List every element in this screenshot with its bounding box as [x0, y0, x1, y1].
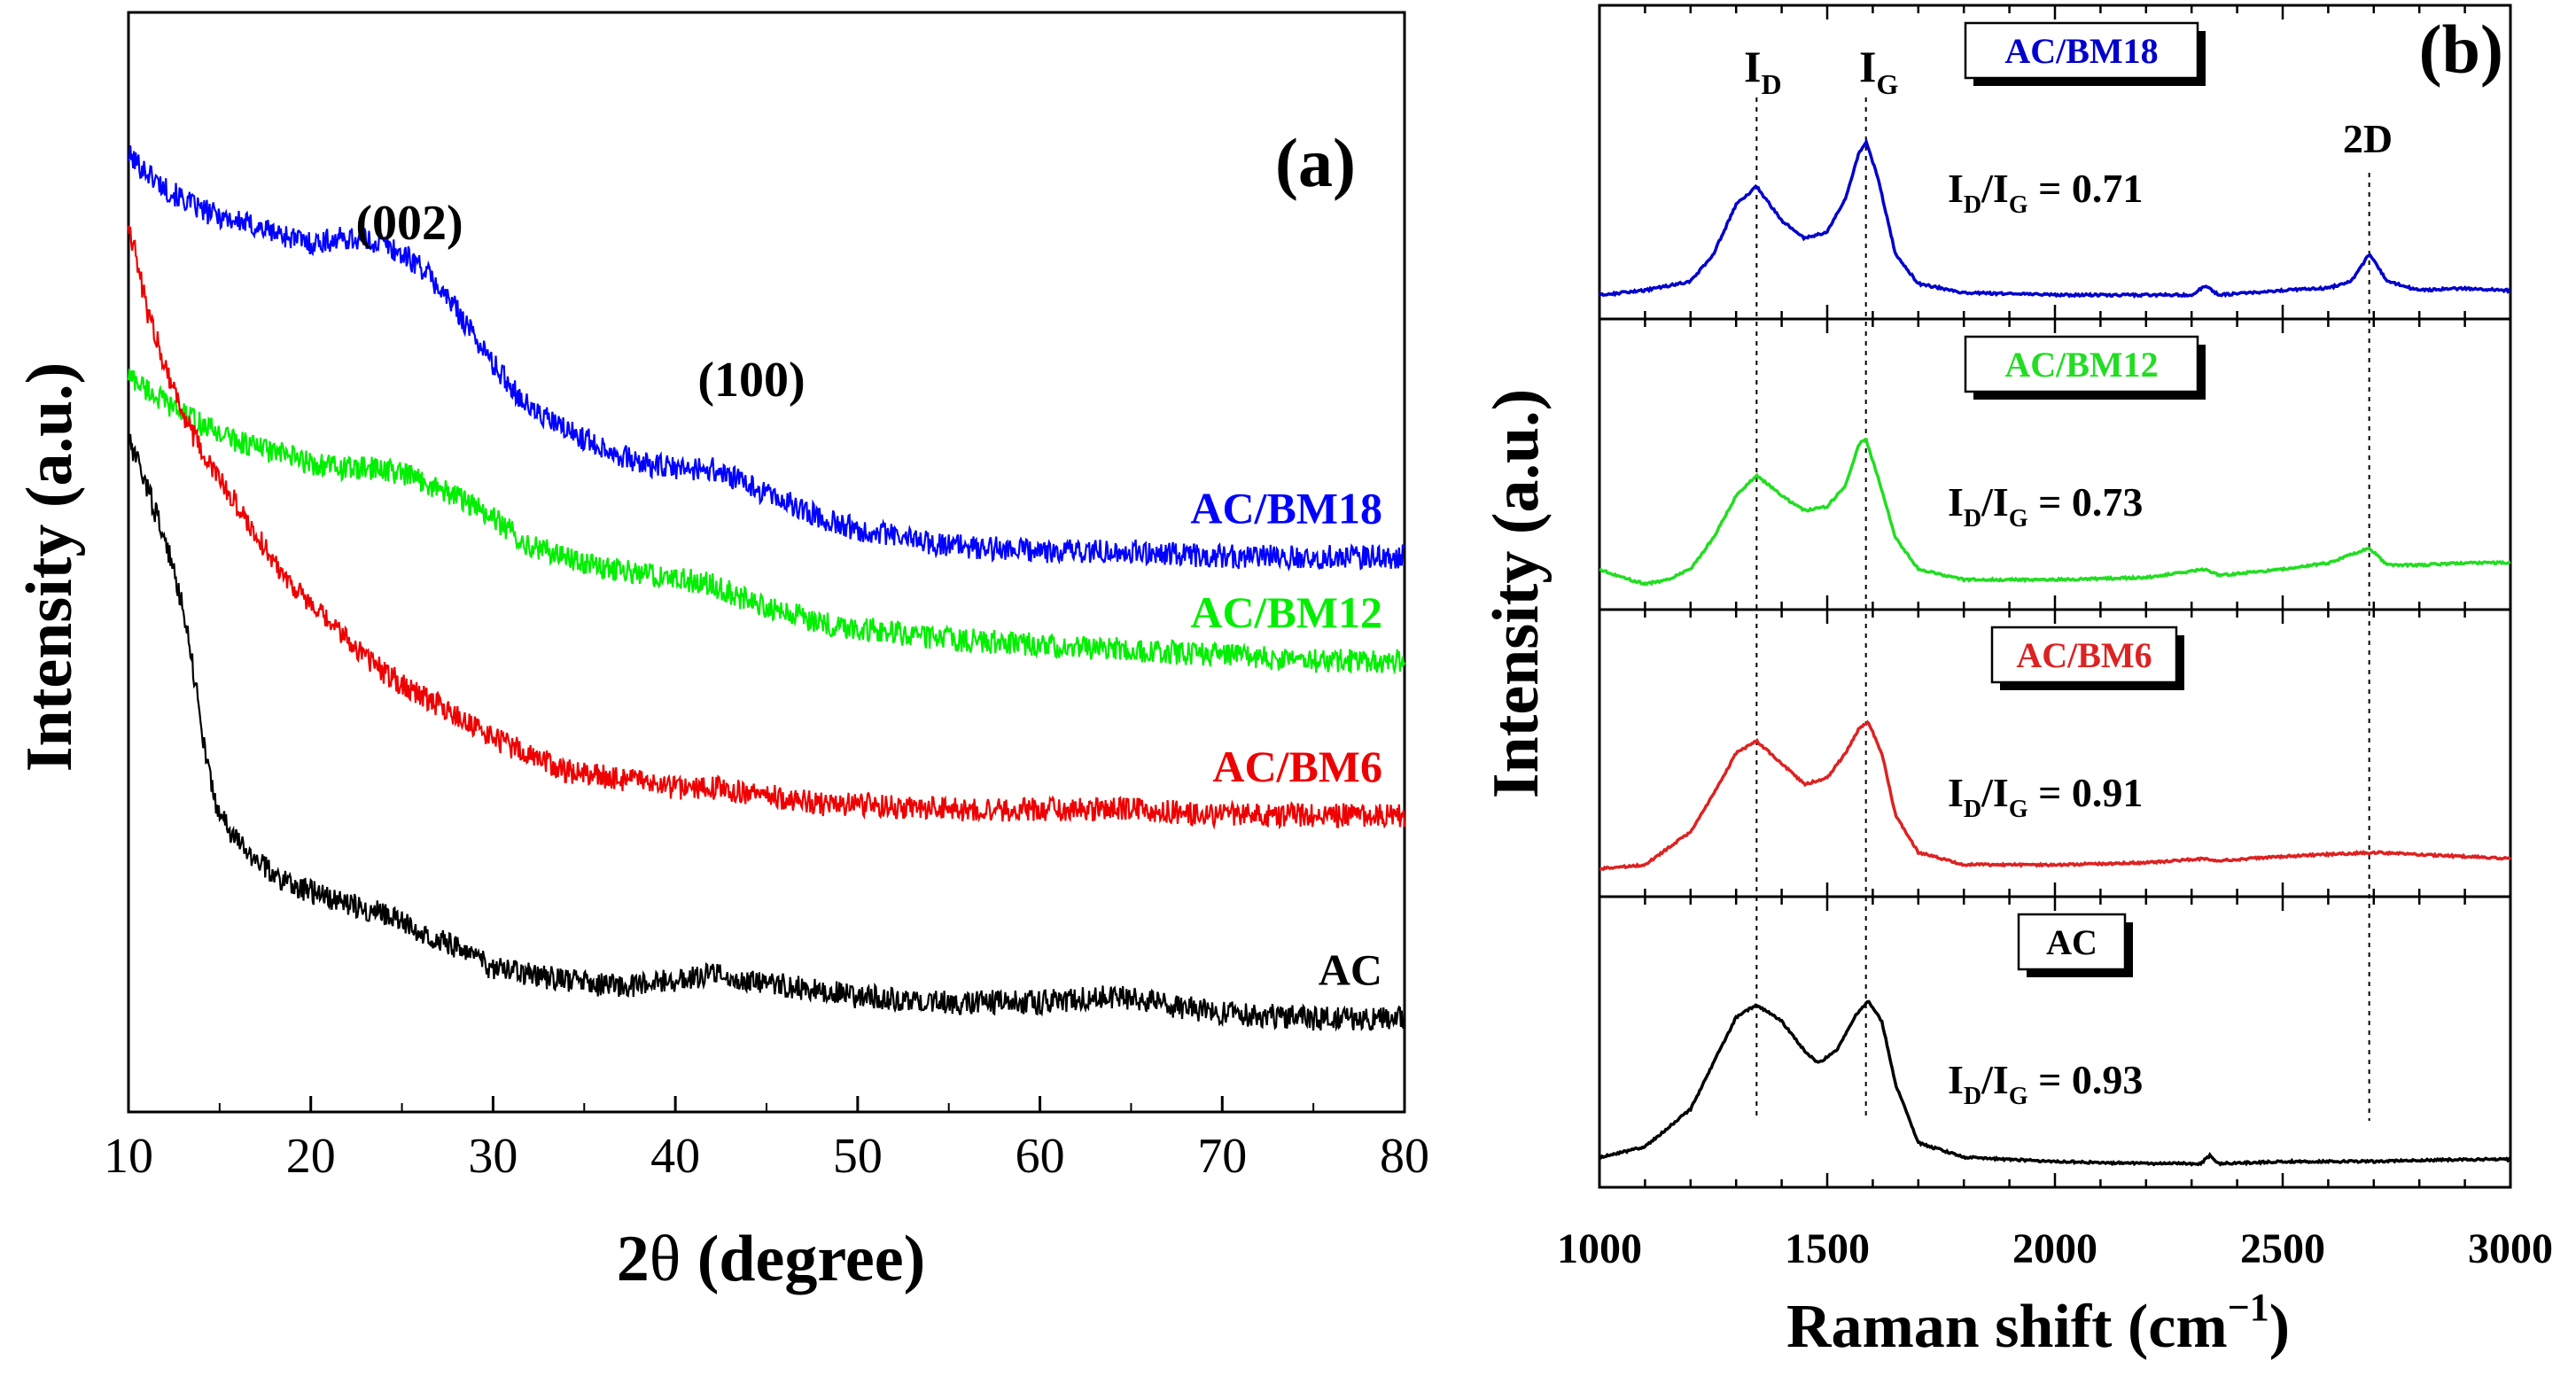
raman-label-box [1964, 21, 2199, 80]
raman-ratio-sub: G [2009, 1083, 2028, 1110]
xrd-series-line-ac-bm6 [127, 225, 1406, 830]
raman-sample-name: AC/BM6 [2016, 635, 2152, 675]
xrd-series-labels: AC/BM18 AC/BM12 AC/BM6 AC [1190, 483, 1382, 994]
raman-ratio-i: I [1948, 166, 1964, 211]
raman-ratio-label: ID/IG = 0.73 [1948, 479, 2143, 533]
xrd-x-label-theta: θ [650, 1223, 681, 1295]
raman-ratio-label: ID/IG = 0.91 [1948, 770, 2143, 823]
raman-x-label-close: ) [2269, 1293, 2290, 1361]
raman-ratio-sub: D [1964, 796, 1981, 823]
xrd-x-label-prefix: 2 [617, 1223, 650, 1295]
raman-ratio-value: = 0.93 [2028, 1057, 2144, 1102]
raman-ratio-label: ID/IG = 0.93 [1948, 1057, 2143, 1110]
raman-ratio-sub: G [2009, 796, 2028, 823]
raman-d-band-label: ID [1744, 42, 1782, 100]
raman-ratio-sub: D [1964, 191, 1981, 219]
xrd-x-tick-label: 70 [1197, 1129, 1247, 1184]
raman-y-axis-label: Intensity (a.u.) [1480, 389, 1553, 799]
xrd-x-label-rest: (degree) [681, 1223, 925, 1295]
xrd-series-line-ac-bm12 [127, 369, 1406, 675]
xrd-x-ticks: 10 20 30 40 50 60 70 80 [104, 1096, 1429, 1184]
xrd-y-axis-label: Intensity (a.u.) [13, 362, 86, 773]
raman-ratio-slash: /I [1981, 770, 2009, 815]
raman-x-tick-label: 3000 [2468, 1225, 2553, 1272]
xrd-x-tick-label: 20 [286, 1129, 336, 1184]
xrd-series-label: AC/BM6 [1212, 742, 1382, 791]
raman-ratio-i: I [1948, 479, 1964, 525]
raman-g-band-sub: G [1876, 68, 1898, 100]
raman-sample-name: AC/BM18 [2004, 31, 2158, 71]
raman-ratio-sub: G [2009, 191, 2028, 219]
raman-ratio-slash: /I [1981, 1057, 2009, 1102]
xrd-peak-100: (100) [697, 353, 805, 408]
raman-ratio-i: I [1948, 770, 1964, 815]
raman-ratio-slash: /I [1981, 166, 2009, 211]
raman-series-group [1599, 138, 2512, 1167]
raman-x-tick-label: 2000 [2012, 1225, 2097, 1272]
xrd-x-tick-label: 30 [468, 1129, 518, 1184]
raman-d-band-sub: D [1761, 68, 1781, 100]
raman-2d-band-label: 2D [2343, 116, 2393, 161]
raman-x-ticks: 1000 1500 2000 2500 3000 [1557, 5, 2553, 1272]
raman-x-label-sup: −1 [2228, 1286, 2269, 1329]
raman-series-line-ac-bm12 [1599, 438, 2511, 587]
raman-ratio-label: ID/IG = 0.71 [1948, 166, 2143, 219]
xrd-x-axis-label: 2θ (degree) [617, 1223, 925, 1295]
raman-reference-lines [1755, 97, 2370, 1121]
xrd-x-tick-label: 10 [104, 1129, 153, 1184]
xrd-series-label: AC/BM18 [1190, 483, 1382, 533]
raman-g-band-i: I [1859, 42, 1876, 91]
raman-ratio-sub: D [1964, 505, 1981, 533]
raman-sample-name: AC [2046, 922, 2097, 962]
xrd-series-group [127, 145, 1406, 1032]
xrd-series-line-ac [127, 433, 1406, 1032]
raman-ratio-value: = 0.71 [2028, 166, 2144, 211]
xrd-peak-002: (002) [355, 196, 463, 251]
xrd-series-line-ac-bm18 [127, 145, 1405, 572]
raman-panel-label: (b) [2419, 11, 2503, 88]
raman-sample-name: AC/BM12 [2004, 345, 2158, 385]
raman-panel: 1000 1500 2000 2500 3000 AC/BM18AC/BM12AC/BM… [1480, 4, 2553, 1361]
raman-x-axis-label: Raman shift (cm−1) [1786, 1286, 2290, 1361]
raman-x-tick-label: 1500 [1785, 1225, 1870, 1272]
xrd-x-tick-label: 50 [833, 1129, 883, 1184]
raman-ratio-sub: G [2009, 505, 2028, 533]
raman-ratio-value: = 0.91 [2028, 770, 2144, 815]
xrd-panel: 10 20 30 40 50 60 70 80 AC/BM18AC/BM12AC/BM6AC … [13, 11, 1429, 1295]
xrd-x-tick-label: 60 [1016, 1129, 1065, 1184]
raman-ratio-sub: D [1964, 1083, 1981, 1110]
raman-x-label-main: Raman shift (cm [1786, 1293, 2228, 1361]
xrd-series-label: AC/BM12 [1190, 587, 1382, 637]
xrd-x-tick-label: 80 [1380, 1129, 1429, 1184]
raman-label-box [1964, 335, 2199, 393]
raman-label-box [1990, 626, 2178, 684]
raman-sample-labels: AC/BM18 AC/BM12 AC/BM6 AC [1964, 21, 2206, 977]
xrd-panel-label: (a) [1275, 124, 1356, 201]
raman-series-line-ac-bm18 [1599, 138, 2511, 299]
raman-ratio-i: I [1948, 1057, 1964, 1102]
raman-d-band-i: I [1744, 42, 1761, 91]
raman-g-band-label: IG [1859, 42, 1898, 100]
raman-label-box [2017, 913, 2127, 971]
raman-series-line-ac [1599, 999, 2512, 1167]
raman-x-tick-label: 2500 [2240, 1225, 2325, 1272]
raman-ratio-value: = 0.73 [2028, 479, 2144, 525]
xrd-x-tick-label: 40 [650, 1129, 700, 1184]
raman-series-line-ac-bm6 [1599, 719, 2512, 872]
xrd-series-label: AC [1319, 945, 1382, 995]
raman-ratio-slash: /I [1981, 479, 2009, 525]
raman-x-tick-label: 1000 [1557, 1225, 1642, 1272]
